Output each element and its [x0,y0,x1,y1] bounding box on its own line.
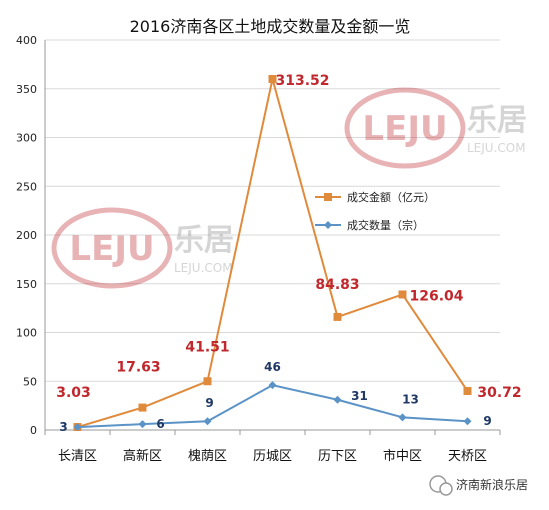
data-label-count: 13 [402,392,419,406]
data-point-count [73,423,82,432]
leju-watermark: LEJU 乐居 LEJU.COM [51,207,234,289]
watermark-logo: LEJU [69,229,154,269]
y-tick-label: 400 [16,34,37,47]
y-tick-label: 200 [16,229,37,242]
y-tick-label: 100 [16,327,37,340]
data-label-count: 3 [59,420,67,434]
data-label-amount: 84.83 [315,277,359,293]
y-tick-label: 50 [23,375,37,388]
data-point-amount [398,290,407,299]
footer-brand: 济南新浪乐居 [429,475,528,496]
data-label-count: 46 [264,360,281,374]
legend-marker [324,221,332,229]
data-point-amount [203,377,212,386]
data-label-amount: 41.51 [185,339,229,355]
y-tick-label: 150 [16,278,37,291]
data-point-amount [138,403,147,412]
data-point-amount [463,387,472,395]
legend-marker [324,193,332,201]
y-tick-label: 0 [30,424,37,437]
y-tick-label: 300 [16,132,37,145]
x-category-label: 历下区 [318,449,357,464]
data-point-count [333,395,342,404]
data-label-count: 9 [205,396,213,410]
legend-entry-label: 成交数量（宗） [347,218,424,232]
x-category-label: 历城区 [253,449,292,464]
data-point-count [138,420,147,429]
data-label-amount: 313.52 [275,73,329,89]
legend: 成交金额（亿元） 成交数量（宗） [315,190,435,232]
y-tick-label: 250 [16,180,37,193]
legend-entry-label: 成交金额（亿元） [347,190,435,204]
watermark-url: LEJU.COM [467,141,526,155]
x-category-label: 市中区 [383,448,422,464]
data-label-count: 6 [156,417,164,431]
data-label-amount: 30.72 [477,385,521,401]
data-point-count [203,417,212,426]
data-label-amount: 17.63 [116,360,160,376]
data-point-amount [268,75,277,83]
chart-title: 2016济南各区土地成交数量及金额一览 [130,17,411,36]
wechat-icon-bubble [439,482,453,496]
data-point-amount [333,312,342,321]
data-point-count [268,381,277,390]
series-layer: 3.03 17.63 41.51 313.52 84.83 126.04 30.72 3 6 9 4… [56,73,521,434]
footer-text: 济南新浪乐居 [456,477,528,492]
y-tick-label: 350 [16,83,37,96]
watermark-ring [51,207,173,289]
x-category-label: 高新区 [123,448,162,464]
x-category-label: 天桥区 [448,449,487,464]
watermark-brand: 乐居 [174,223,234,258]
x-category-label: 长清区 [58,449,97,464]
data-label-amount: 126.04 [409,288,463,304]
y-axis-ticks: 0 50 100 150 200 250 300 350 400 [16,34,37,437]
grid-lines [44,39,500,431]
watermarks: LEJU 乐居 LEJU.COM LEJU 乐居 LEJU.COM [51,87,527,289]
data-label-amount: 3.03 [56,385,91,401]
leju-watermark: LEJU 乐居 LEJU.COM [344,87,527,169]
watermark-logo: LEJU [362,109,447,149]
x-category-label: 槐荫区 [188,448,227,464]
x-axis-categories: 长清区 高新区 槐荫区 历城区 历下区 市中区 天桥区 [44,430,501,464]
watermark-brand: 乐居 [467,103,527,138]
data-point-count [463,417,472,426]
data-point-count [398,413,407,422]
data-label-count: 31 [351,389,368,403]
watermark-url: LEJU.COM [174,261,233,275]
watermark-ring [344,87,466,169]
data-label-count: 9 [483,414,491,428]
